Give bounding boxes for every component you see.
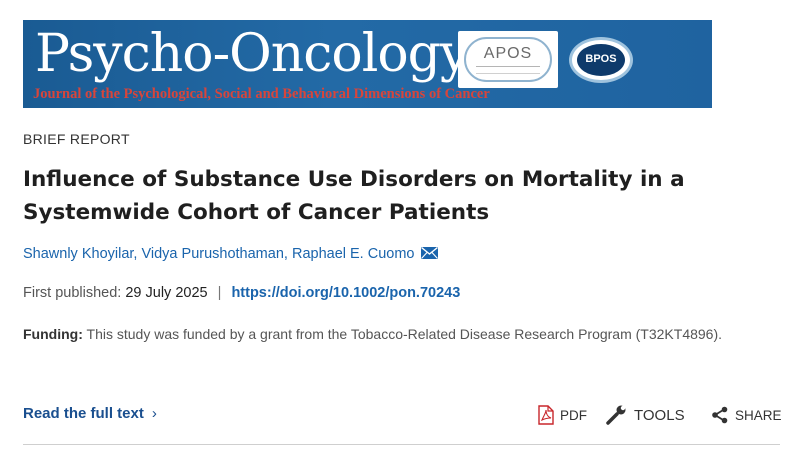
apos-logo-tagline xyxy=(476,66,540,74)
read-full-text-label: Read the full text xyxy=(23,405,144,422)
published-date: 29 July 2025 xyxy=(125,285,208,301)
author-list: Shawnly Khoyilar, Vidya Purushothaman, R… xyxy=(23,246,438,262)
info-separator: | xyxy=(217,285,222,301)
share-label: SHARE xyxy=(735,407,782,423)
funding-label: Funding: xyxy=(23,326,83,342)
author-link[interactable]: Vidya Purushothaman xyxy=(141,246,284,262)
pdf-button[interactable]: PDF xyxy=(538,403,587,427)
apos-logo-ring xyxy=(464,37,552,82)
author-link[interactable]: Raphael E. Cuomo xyxy=(291,246,415,262)
funding-text: This study was funded by a grant from th… xyxy=(86,326,723,342)
article-title: Influence of Substance Use Disorders on … xyxy=(23,167,685,225)
tools-label: TOOLS xyxy=(634,406,685,424)
envelope-icon[interactable] xyxy=(420,247,438,259)
publication-info: First published: 29 July 2025 | https://… xyxy=(23,285,460,301)
author-separator: , xyxy=(283,246,292,262)
pdf-file-icon xyxy=(538,405,554,425)
pdf-label: PDF xyxy=(560,407,587,423)
author-link[interactable]: Shawnly Khoyilar xyxy=(23,246,134,262)
journal-title: Psycho-Oncology xyxy=(35,24,469,84)
divider xyxy=(23,444,780,445)
funding-statement: Funding: This study was funded by a gran… xyxy=(23,324,743,345)
tools-button[interactable]: TOOLS xyxy=(606,403,685,427)
author-separator: , xyxy=(133,246,142,262)
bpos-logo-badge: BPOS xyxy=(577,44,625,76)
chevron-right-icon: › xyxy=(151,405,157,422)
apos-logo: APOS xyxy=(458,31,558,88)
read-full-text-link[interactable]: Read the full text › xyxy=(23,405,157,422)
bpos-logo-text: BPOS xyxy=(585,53,617,65)
bpos-logo: BPOS xyxy=(569,37,633,83)
published-label: First published: xyxy=(23,285,122,301)
apos-logo-text: APOS xyxy=(483,45,533,62)
share-button[interactable]: SHARE xyxy=(711,403,782,427)
journal-subtitle: Journal of the Psychological, Social and… xyxy=(33,86,490,102)
journal-banner[interactable]: Psycho-Oncology Journal of the Psycholog… xyxy=(23,20,712,108)
wrench-icon xyxy=(606,405,626,425)
share-icon xyxy=(712,406,728,424)
article-type: BRIEF REPORT xyxy=(23,131,130,147)
doi-link[interactable]: https://doi.org/10.1002/pon.70243 xyxy=(231,285,461,301)
